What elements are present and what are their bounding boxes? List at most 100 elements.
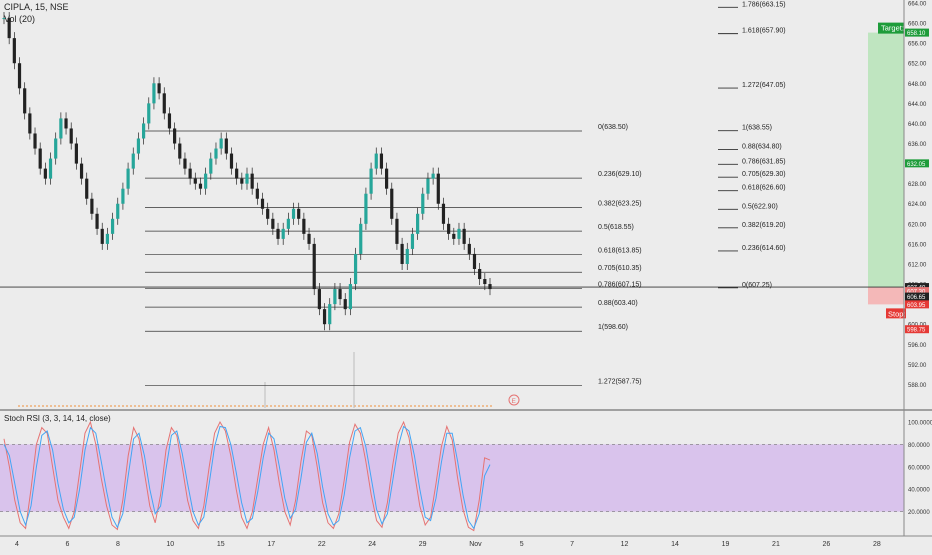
price-candle [245, 167, 249, 190]
price-axis-tick: 664.00 [908, 2, 927, 8]
candle-body [472, 253, 477, 269]
price-candle [379, 147, 384, 175]
target-label-badge [878, 22, 904, 34]
price-candle [478, 262, 482, 286]
candle-body [141, 123, 146, 139]
price-axis-tick: 592.00 [908, 363, 927, 369]
candle-body [467, 243, 471, 254]
stoch-axis-tick: 60.0000 [908, 465, 930, 471]
candle-body [95, 213, 99, 229]
price-candle [141, 117, 146, 145]
candle-body [271, 218, 275, 229]
price-axis-tick: 588.00 [908, 383, 927, 389]
candle-body [17, 63, 22, 89]
candle-body [23, 88, 27, 114]
fib-b-label: 0.705(629.30) [742, 171, 786, 178]
candle-body [281, 228, 285, 239]
price-candle [183, 152, 187, 175]
price-candle [369, 162, 373, 200]
candle-body [209, 158, 213, 174]
price-candle [441, 197, 446, 230]
stoch-d-line [3, 425, 491, 530]
price-candle [100, 222, 104, 250]
candle-body [64, 118, 68, 129]
price-candle [126, 162, 130, 195]
candle-body [219, 138, 223, 149]
stoch-axis-tick: 40.0000 [908, 488, 930, 494]
time-axis-tick: 6 [65, 541, 69, 548]
event-marker: E [508, 394, 520, 406]
price-candle [302, 212, 306, 240]
price-candle [214, 142, 218, 165]
price-axis-tick: 652.00 [908, 62, 927, 68]
fib-a-label: 0.88(603.40) [598, 300, 638, 307]
candle-body [436, 173, 440, 204]
price-badge [905, 159, 929, 168]
price-candle [229, 147, 234, 175]
fib-b-label: 0.88(634.80) [742, 144, 782, 151]
time-axis-tick: 10 [166, 541, 174, 548]
price-candle [188, 162, 192, 185]
candle-body [245, 173, 249, 184]
time-axis-tick: 7 [570, 541, 574, 548]
price-badge-label: 603.95 [907, 303, 926, 309]
price-candle [64, 112, 68, 135]
price-axis-tick: 616.00 [908, 242, 927, 248]
price-candle [105, 227, 110, 250]
candle-body [147, 103, 151, 124]
time-axis-tick: 24 [368, 541, 376, 548]
price-candle [426, 172, 430, 200]
price-axis-tick: 612.00 [908, 262, 927, 268]
stoch-axis-tick: 80.0000 [908, 443, 930, 449]
candle-body [447, 223, 451, 234]
candle-body [178, 143, 182, 159]
candle-body [338, 289, 342, 300]
price-candle [131, 147, 135, 175]
price-candle [488, 278, 492, 296]
price-badge [905, 287, 929, 296]
price-axis-tick: 656.00 [908, 42, 927, 48]
candle-body [317, 289, 321, 310]
candle-body [131, 153, 135, 169]
candle-body [328, 304, 332, 325]
fib-b-label: 1(638.55) [742, 125, 772, 132]
price-candle [276, 222, 280, 245]
candle-body [390, 188, 394, 219]
price-candle [240, 172, 244, 190]
price-candle [410, 227, 415, 255]
candle-body [457, 228, 461, 239]
price-candle [317, 283, 321, 316]
candle-body [416, 213, 420, 234]
price-candle [147, 97, 151, 130]
candle-body [74, 143, 78, 164]
candle-body [188, 168, 192, 179]
price-badge-label: 632.05 [907, 162, 926, 168]
candle-body [426, 178, 430, 194]
price-candle [235, 162, 239, 185]
price-candle [54, 132, 58, 165]
price-candle [400, 237, 404, 270]
price-candle [286, 212, 290, 235]
candle-body [462, 228, 466, 244]
price-candle [85, 172, 89, 205]
stoch-rsi-pane [0, 420, 904, 532]
event-marker-circle [508, 394, 520, 406]
candle-body [322, 309, 327, 325]
candle-body [79, 163, 84, 179]
price-candle [157, 77, 161, 100]
price-candle [390, 182, 394, 225]
price-candle [364, 187, 368, 230]
time-axis-tick: 21 [772, 541, 780, 548]
candle-body [379, 153, 384, 169]
price-axis-tick: 596.00 [908, 343, 927, 349]
price-badge [905, 283, 929, 292]
fib-b-label: 0.618(626.60) [742, 185, 786, 192]
candle-body [28, 113, 32, 134]
price-candle [452, 227, 456, 245]
fib-a-label: 0.236(629.10) [598, 171, 642, 178]
price-candle [307, 227, 311, 250]
price-candle [219, 132, 223, 155]
candle-body [291, 208, 296, 219]
candle-body [307, 233, 311, 244]
